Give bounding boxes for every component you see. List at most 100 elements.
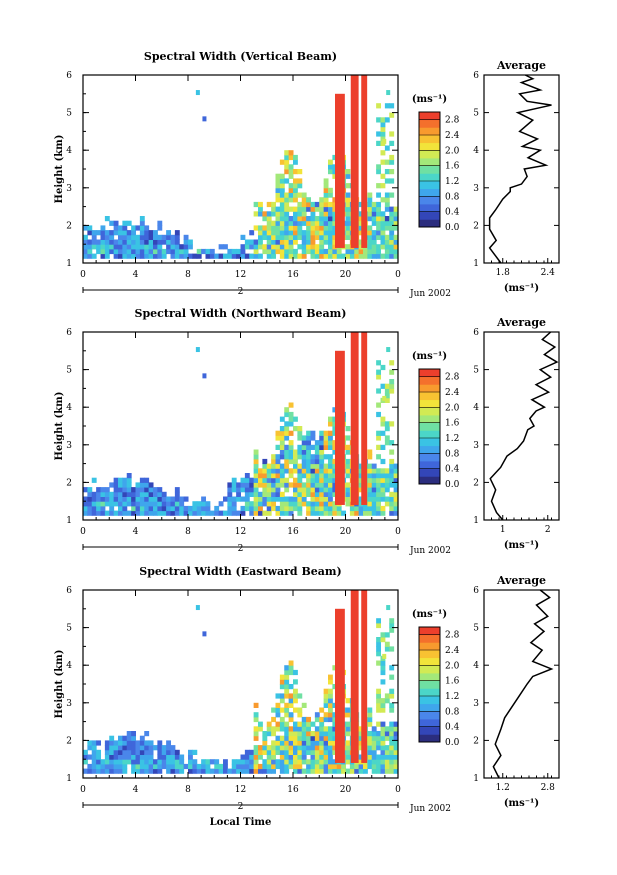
spectral-width-cell <box>91 230 97 236</box>
spectral-width-cell <box>376 754 382 760</box>
spectral-width-cell <box>297 216 303 222</box>
spectral-width-cell <box>358 225 364 231</box>
spectral-width-cell <box>170 510 176 516</box>
spectral-width-cell <box>109 501 115 507</box>
spectral-width-cell <box>157 239 163 245</box>
spectral-width-cell <box>306 510 312 516</box>
spectral-width-cell <box>323 463 329 469</box>
spectral-width-cell <box>314 253 320 259</box>
colorbar-tick-label: 1.6 <box>445 419 460 429</box>
spectral-width-cell <box>100 501 106 507</box>
profile-y-tick-label: 4 <box>473 403 479 413</box>
spectral-width-cell <box>244 763 250 770</box>
spectral-width-cell <box>262 216 268 222</box>
spectral-width-cell <box>96 754 102 760</box>
spectral-width-cell <box>122 745 128 751</box>
spectral-width-cell <box>297 501 303 507</box>
spectral-width-cell <box>323 468 329 474</box>
spectral-width-cell <box>319 754 325 760</box>
spectral-width-cell <box>83 239 88 245</box>
spectral-width-cell <box>293 169 298 175</box>
spectral-width-cell <box>332 211 338 217</box>
spectral-width-cell <box>179 754 185 760</box>
colorbar-tick-label: 0.4 <box>445 723 460 733</box>
spectral-width-cell <box>297 731 303 737</box>
spectral-width-cell <box>244 754 250 760</box>
spectral-width-cell <box>376 183 382 189</box>
spectral-width-cell <box>240 248 246 255</box>
colorbar-swatch <box>419 219 440 228</box>
spectral-width-cell <box>279 482 285 488</box>
spectral-width-cell <box>376 731 382 737</box>
colorbar-tick-label: 2.0 <box>445 403 460 413</box>
spectral-width-cell <box>262 501 268 507</box>
spectral-width-cell <box>384 632 390 638</box>
spectral-width-cell <box>332 745 338 751</box>
spectral-width-cell <box>148 482 154 488</box>
spectral-width-cell <box>275 234 281 240</box>
spectral-width-cell <box>100 248 106 255</box>
spectral-width-cell <box>258 496 263 502</box>
spectral-width-cell <box>328 510 333 516</box>
spectral-width-cell <box>380 230 386 236</box>
spectral-width-cell <box>104 491 110 497</box>
spectral-width-cell <box>275 712 281 718</box>
spectral-width-cell <box>258 726 263 732</box>
spectral-width-cell <box>266 248 272 255</box>
spectral-width-cell <box>363 763 368 770</box>
spectral-width-cell <box>323 234 329 240</box>
spectral-width-cell <box>389 627 395 633</box>
spectral-width-cell <box>236 491 242 497</box>
spectral-width-cell <box>358 487 364 493</box>
spectral-width-cell <box>227 768 233 774</box>
spectral-width-cell <box>253 702 259 708</box>
spectral-width-cell <box>380 679 386 685</box>
spectral-width-cell <box>380 721 386 727</box>
colorbar-swatch <box>419 453 440 462</box>
spectral-width-cell <box>345 449 351 455</box>
spectral-width-cell <box>166 501 172 507</box>
spectral-width-cell <box>301 702 307 708</box>
spectral-width-cell <box>100 763 106 770</box>
spectral-width-cell <box>332 716 338 723</box>
spectral-width-cell <box>319 477 325 483</box>
spectral-width-cell <box>301 735 307 741</box>
spectral-width-cell <box>279 253 285 259</box>
spectral-width-cell <box>306 482 312 488</box>
spectral-width-cell <box>376 707 382 713</box>
spectral-width-cell <box>323 505 329 512</box>
spectral-width-cell <box>310 230 316 236</box>
spectral-width-cell <box>371 211 377 217</box>
spectral-width-cell <box>384 159 390 165</box>
spectral-width-cell <box>83 754 88 760</box>
spectral-width-cell <box>319 749 325 755</box>
spectral-width-cell <box>332 421 338 427</box>
spectral-width-cell <box>376 454 382 460</box>
spectral-width-cell <box>345 197 351 203</box>
spectral-width-cell <box>389 103 395 109</box>
spectral-width-cell <box>174 763 180 770</box>
spectral-width-cell <box>389 421 395 427</box>
spectral-width-cell <box>328 740 333 746</box>
spectral-width-cell <box>371 244 377 250</box>
spectral-width-cell <box>332 473 338 479</box>
spectral-width-cell <box>288 698 294 704</box>
spectral-width-cell <box>100 234 106 240</box>
spectral-width-cell <box>83 759 88 765</box>
spectral-width-cell <box>109 759 115 765</box>
spectral-width-cell <box>192 759 198 765</box>
spectral-width-cell <box>380 745 386 751</box>
date-day-label: 2 <box>238 287 244 297</box>
spectral-width-cell <box>100 496 106 502</box>
spectral-width-cell <box>284 225 290 231</box>
spectral-width-cell <box>104 253 110 259</box>
spectral-width-cell <box>271 731 277 737</box>
spectral-width-cell <box>297 721 303 727</box>
spectral-width-cell <box>271 740 277 746</box>
spectral-width-cell <box>310 463 316 469</box>
spectral-width-cell <box>319 197 325 203</box>
spectral-width-cell <box>122 477 128 483</box>
spectral-width-cell <box>135 754 141 760</box>
spectral-width-cell <box>323 440 329 446</box>
spectral-width-cell <box>279 491 285 497</box>
